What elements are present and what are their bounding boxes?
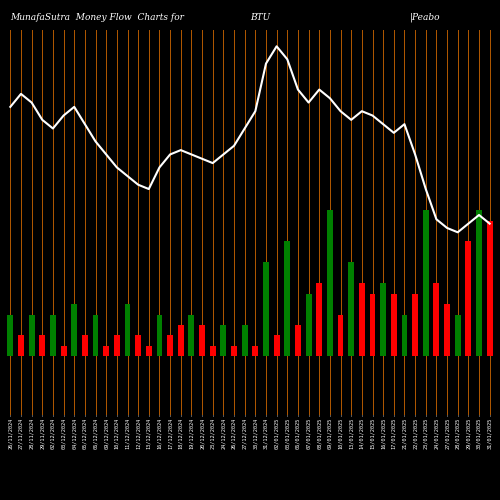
Bar [455, 314, 460, 356]
Bar [316, 283, 322, 356]
Bar [252, 346, 258, 356]
Bar [402, 314, 407, 356]
Bar [40, 336, 45, 356]
Bar [466, 242, 471, 356]
Bar [210, 346, 216, 356]
Bar [391, 294, 396, 356]
Bar [434, 283, 440, 356]
Bar [359, 283, 365, 356]
Bar [348, 262, 354, 356]
Bar [104, 346, 109, 356]
Bar [306, 294, 312, 356]
Bar [114, 336, 120, 356]
Bar [28, 314, 34, 356]
Text: MunafaSutra  Money Flow  Charts for: MunafaSutra Money Flow Charts for [10, 12, 184, 22]
Bar [199, 325, 205, 356]
Bar [146, 346, 152, 356]
Bar [72, 304, 77, 356]
Bar [60, 346, 66, 356]
Bar [135, 336, 141, 356]
Bar [338, 314, 344, 356]
Text: BTU: BTU [250, 12, 270, 22]
Bar [8, 314, 14, 356]
Bar [284, 242, 290, 356]
Bar [50, 314, 56, 356]
Bar [124, 304, 130, 356]
Bar [220, 325, 226, 356]
Bar [423, 210, 428, 356]
Bar [412, 294, 418, 356]
Bar [156, 314, 162, 356]
Bar [486, 220, 492, 356]
Bar [274, 336, 280, 356]
Bar [380, 283, 386, 356]
Bar [242, 325, 248, 356]
Bar [178, 325, 184, 356]
Bar [370, 294, 376, 356]
Bar [188, 314, 194, 356]
Bar [263, 262, 269, 356]
Bar [327, 210, 333, 356]
Bar [295, 325, 301, 356]
Bar [82, 336, 88, 356]
Bar [92, 314, 98, 356]
Bar [444, 304, 450, 356]
Bar [231, 346, 237, 356]
Text: |Peabo: |Peabo [410, 12, 440, 22]
Bar [167, 336, 173, 356]
Bar [18, 336, 24, 356]
Bar [476, 210, 482, 356]
